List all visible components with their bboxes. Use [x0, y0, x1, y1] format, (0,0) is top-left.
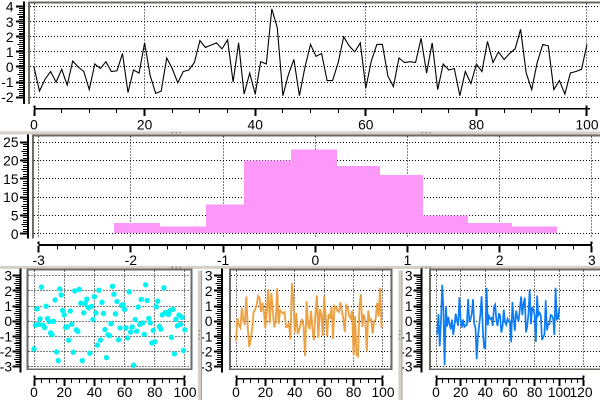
- svg-text:-2: -2: [200, 345, 212, 360]
- svg-text:60: 60: [317, 385, 333, 400]
- svg-text:40: 40: [248, 118, 264, 133]
- svg-text:60: 60: [358, 118, 374, 133]
- svg-text:0: 0: [30, 118, 38, 133]
- svg-text:-3: -3: [0, 360, 12, 375]
- svg-text:4: 4: [6, 0, 14, 15]
- svg-text:100: 100: [173, 385, 196, 400]
- svg-text:-2: -2: [0, 345, 12, 360]
- svg-text:100: 100: [371, 385, 394, 400]
- svg-text:3: 3: [205, 269, 213, 284]
- svg-text:80: 80: [527, 385, 543, 400]
- svg-text:1: 1: [405, 299, 413, 314]
- svg-text:2: 2: [4, 284, 12, 299]
- svg-text:120: 120: [569, 385, 592, 400]
- svg-text:0: 0: [205, 314, 213, 329]
- svg-text:2: 2: [205, 284, 213, 299]
- svg-text:-3: -3: [33, 253, 46, 268]
- svg-text:0: 0: [30, 385, 38, 400]
- svg-text:5: 5: [11, 209, 19, 224]
- svg-text:2: 2: [496, 253, 504, 268]
- svg-text:3: 3: [6, 15, 14, 30]
- svg-text:80: 80: [346, 385, 362, 400]
- svg-text:20: 20: [137, 118, 153, 133]
- svg-text:-1: -1: [0, 329, 12, 344]
- svg-text:0: 0: [432, 385, 440, 400]
- svg-text:-1: -1: [1, 75, 13, 90]
- svg-text:40: 40: [87, 385, 103, 400]
- svg-text:25: 25: [3, 135, 19, 150]
- svg-text:0: 0: [11, 227, 19, 242]
- svg-text:0: 0: [6, 60, 14, 75]
- svg-text:60: 60: [502, 385, 518, 400]
- svg-text:-2: -2: [125, 253, 137, 268]
- svg-text:1: 1: [6, 45, 14, 60]
- svg-text:3: 3: [588, 253, 596, 268]
- svg-text:80: 80: [469, 118, 485, 133]
- svg-text:-1: -1: [400, 329, 412, 344]
- svg-text:15: 15: [3, 172, 19, 187]
- svg-text:20: 20: [258, 385, 274, 400]
- svg-text:100: 100: [548, 385, 571, 400]
- svg-text:20: 20: [57, 385, 73, 400]
- svg-text:0: 0: [232, 385, 240, 400]
- svg-text:1: 1: [404, 253, 412, 268]
- svg-text:3: 3: [4, 269, 12, 284]
- svg-text:10: 10: [3, 190, 19, 205]
- svg-text:-3: -3: [400, 360, 413, 375]
- svg-text:0: 0: [311, 253, 319, 268]
- svg-text:20: 20: [3, 154, 19, 169]
- svg-text:80: 80: [147, 385, 163, 400]
- svg-text:-1: -1: [217, 253, 229, 268]
- svg-text:2: 2: [405, 284, 413, 299]
- svg-text:-1: -1: [200, 329, 212, 344]
- svg-text:-2: -2: [1, 90, 13, 105]
- svg-text:1: 1: [4, 299, 12, 314]
- svg-text:3: 3: [405, 269, 413, 284]
- svg-text:-3: -3: [200, 360, 213, 375]
- svg-text:20: 20: [453, 385, 469, 400]
- svg-text:1: 1: [205, 299, 213, 314]
- svg-text:0: 0: [405, 314, 413, 329]
- svg-text:0: 0: [4, 314, 12, 329]
- svg-text:40: 40: [287, 385, 303, 400]
- svg-text:2: 2: [6, 30, 14, 45]
- svg-text:-2: -2: [400, 345, 412, 360]
- svg-text:100: 100: [575, 118, 598, 133]
- svg-text:60: 60: [117, 385, 133, 400]
- svg-text:40: 40: [478, 385, 494, 400]
